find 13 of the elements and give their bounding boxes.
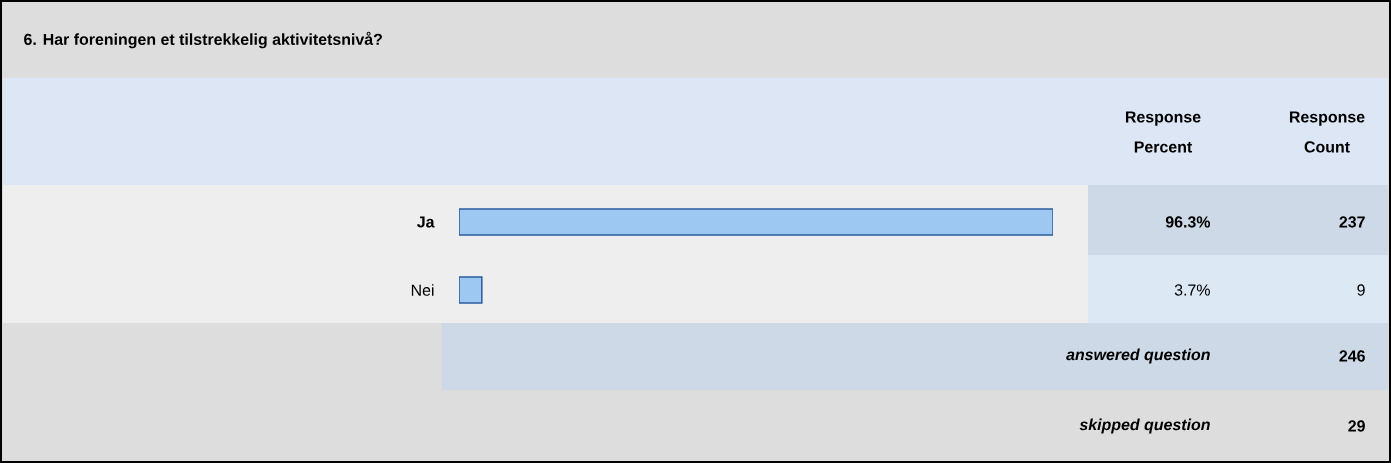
text: 246 — [1339, 350, 1365, 362]
text: skipped question — [1079, 418, 1210, 434]
data-label: 3.7% — [1174, 284, 1210, 296]
text: 6. Har foreningen et tilstrekkelig aktivitetsnivå? — [24, 31, 382, 49]
text: 9 — [1357, 284, 1365, 296]
text: Response Count — [1289, 111, 1365, 153]
text: Response Percent — [1125, 111, 1201, 153]
text: 29 — [1348, 420, 1365, 432]
y-tick-label: Ja — [417, 216, 435, 228]
text: answered question — [1066, 348, 1210, 364]
y-tick-label: Nei — [411, 284, 434, 296]
data-label: 96.3% — [1165, 216, 1211, 228]
text: 237 — [1339, 216, 1365, 228]
